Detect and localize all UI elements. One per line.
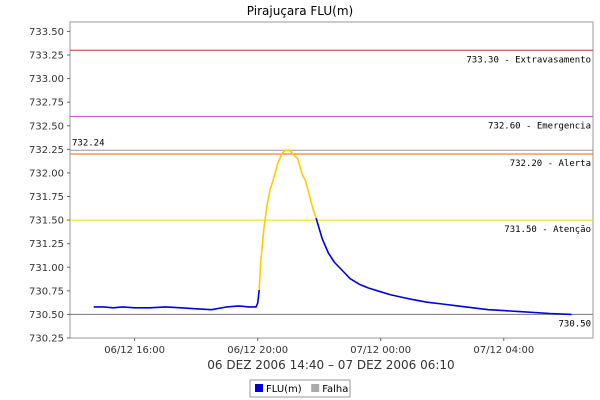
legend-label-1: Falha [322, 384, 348, 395]
y-tick-label-11: 733.00 [29, 74, 64, 85]
y-tick-label-5: 731.50 [29, 216, 64, 227]
reference-label-5: 730.50 [558, 319, 591, 329]
legend-label-0: FLU(m) [266, 384, 302, 395]
y-tick-label-10: 732.75 [29, 98, 64, 109]
reference-label-3: 732.20 - Alerta [510, 159, 591, 169]
reference-label-4: 731.50 - Atenção [504, 225, 591, 235]
x-tick-label-3: 07/12 04:00 [473, 345, 534, 356]
legend-swatch-1 [311, 384, 320, 392]
x-tick-label-2: 07/12 00:00 [350, 345, 411, 356]
y-tick-label-13: 733.50 [29, 27, 64, 38]
y-tick-label-1: 730.50 [29, 310, 64, 321]
y-tick-label-12: 733.25 [29, 51, 64, 62]
series-line-segment-0-1 [258, 149, 317, 290]
y-tick-label-6: 731.75 [29, 192, 64, 203]
chart-title: Pirajuçara FLU(m) [247, 4, 353, 18]
y-tick-label-0: 730.25 [29, 334, 64, 345]
series-line-segment-0-0 [93, 289, 260, 311]
y-tick-label-8: 732.25 [29, 145, 64, 156]
reference-label-1: 732.60 - Emergencia [488, 121, 591, 131]
y-tick-label-7: 732.00 [29, 168, 64, 179]
x-tick-label-1: 06/12 20:00 [227, 345, 288, 356]
y-tick-label-4: 731.25 [29, 239, 64, 250]
y-tick-label-2: 730.75 [29, 286, 64, 297]
reference-lines: 733.30 - Extravasamento 732.60 - Emergenc… [70, 49, 593, 329]
x-tick-label-0: 06/12 16:00 [104, 345, 165, 356]
y-tick-label-3: 731.00 [29, 263, 64, 274]
x-axis: 06/12 16:00 06/12 20:00 07/12 00:00 07/12 0… [104, 338, 534, 356]
reference-label-0: 733.30 - Extravasamento [466, 55, 591, 65]
legend-box [249, 379, 351, 398]
reference-label-2: 732.24 [72, 138, 105, 148]
plot-area [69, 21, 594, 339]
series-lines [93, 149, 572, 316]
legend-swatch-0 [255, 384, 263, 392]
series-line-segment-0-2 [315, 217, 572, 316]
legend: FLU(m) Falha [249, 379, 351, 398]
y-tick-label-9: 732.50 [29, 121, 64, 132]
chart-subtitle: 06 DEZ 2006 14:40 – 07 DEZ 2006 06:10 [207, 358, 454, 372]
y-axis: 730.25 730.50 730.75 731.00 731.25 731.50 731.… [29, 27, 70, 345]
